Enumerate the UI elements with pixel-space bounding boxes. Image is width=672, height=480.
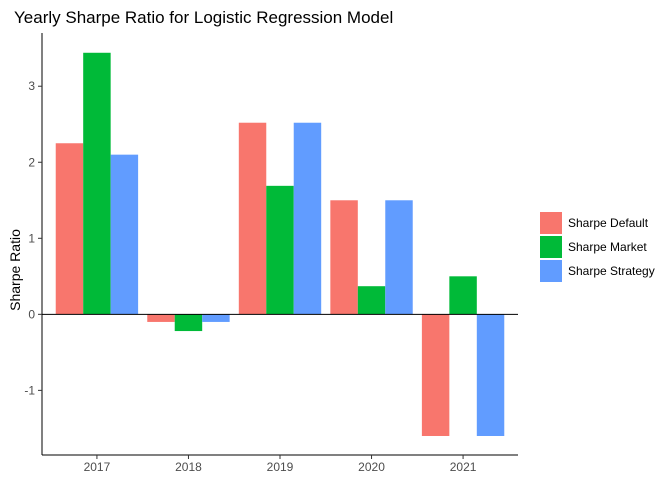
bar-sharpe-default-2019 (238, 122, 267, 315)
legend-key-sharpe-default (540, 212, 562, 234)
bar-sharpe-default-2017 (55, 143, 84, 315)
x-tick-label: 2018 (175, 460, 202, 474)
legend-key-sharpe-strategy (540, 260, 562, 282)
legend-label-sharpe-strategy: Sharpe Strategy (568, 264, 655, 278)
x-tick-label: 2021 (450, 460, 477, 474)
bar-sharpe-strategy-2018 (202, 314, 230, 322)
bar-sharpe-strategy-2017 (110, 154, 139, 315)
y-axis-title: Sharpe Ratio (7, 229, 23, 311)
x-tick-label: 2020 (358, 460, 385, 474)
bar-sharpe-strategy-2020 (385, 200, 413, 315)
legend: Sharpe Default Sharpe Market Sharpe Strate… (540, 212, 655, 282)
x-tick-label: 2019 (267, 460, 294, 474)
bar-sharpe-default-2021 (421, 314, 450, 436)
bar-sharpe-market-2021 (449, 276, 477, 315)
bar-sharpe-strategy-2021 (476, 314, 505, 436)
plot-area: -1 0 1 2 3 2017 2018 2019 2020 2021 (24, 33, 518, 474)
y-tick-label: 3 (28, 79, 35, 93)
bar-sharpe-market-2018 (174, 314, 203, 332)
bar-sharpe-market-2020 (357, 286, 386, 315)
legend-label-sharpe-default: Sharpe Default (568, 216, 649, 230)
bar-sharpe-default-2020 (330, 200, 358, 315)
y-tick-label: 2 (28, 155, 35, 169)
bar-sharpe-market-2019 (266, 185, 294, 315)
bar-sharpe-default-2018 (147, 314, 175, 322)
legend-label-sharpe-market: Sharpe Market (568, 240, 647, 254)
y-tick-label: -1 (24, 383, 35, 397)
bar-sharpe-market-2017 (83, 52, 111, 315)
chart-title: Yearly Sharpe Ratio for Logistic Regress… (14, 8, 393, 27)
y-tick-label: 1 (28, 231, 35, 245)
y-tick-label: 0 (28, 307, 35, 321)
x-tick-label: 2017 (84, 460, 111, 474)
legend-key-sharpe-market (540, 236, 562, 258)
bar-sharpe-strategy-2019 (293, 122, 322, 315)
